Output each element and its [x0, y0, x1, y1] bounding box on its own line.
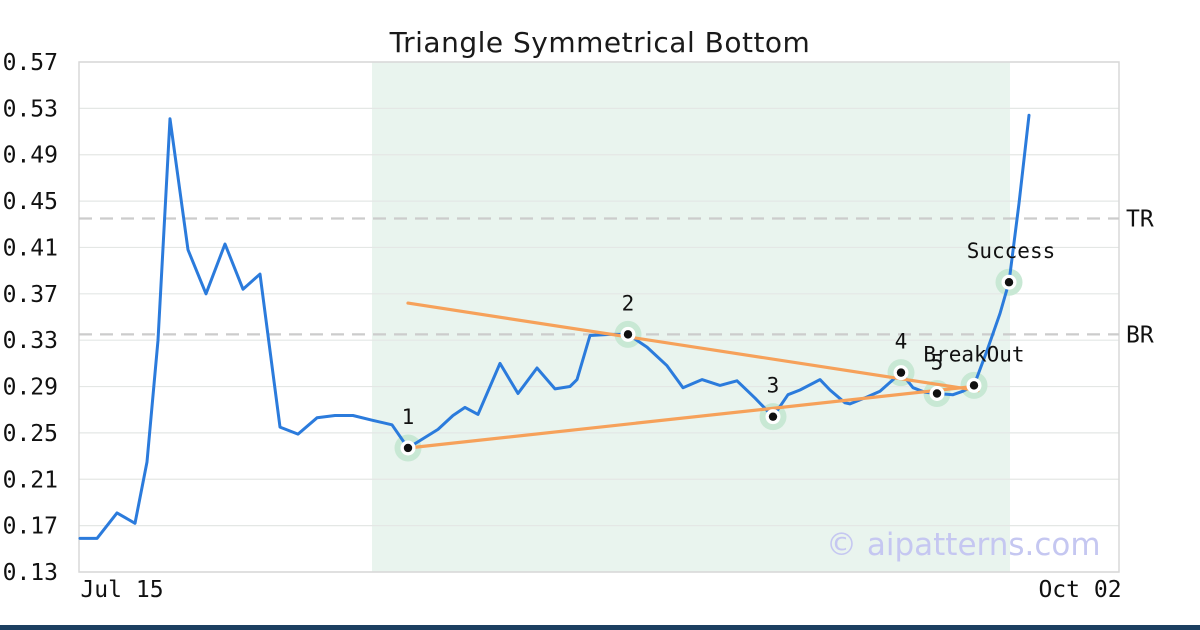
y-tick-label: 0.17: [3, 514, 58, 540]
y-tick-label: 0.41: [3, 235, 58, 261]
y-tick-label: 0.33: [3, 328, 58, 354]
y-tick-label: 0.25: [3, 421, 58, 447]
y-tick-label: 0.13: [3, 560, 58, 586]
y-tick-label: 0.21: [3, 467, 58, 493]
marker-dot: [932, 389, 942, 398]
y-tick-label: 0.29: [3, 375, 58, 401]
trendline-upper-resistance: [406, 301, 980, 393]
marker-label-2: 2: [622, 291, 635, 315]
marker-label-3: 3: [767, 374, 780, 398]
bottom-accent-bar: [0, 625, 1200, 630]
level-label-br: BR: [1126, 322, 1154, 348]
marker-label-success: Success: [967, 239, 1056, 263]
y-tick-label: 0.37: [3, 282, 58, 308]
watermark: © aipatterns.com: [826, 527, 1101, 563]
x-tick-label: Jul 15: [80, 577, 163, 603]
chart-title: Triangle Symmetrical Bottom: [389, 26, 811, 59]
x-tick-label: Oct 02: [1038, 577, 1121, 603]
price-line: [78, 113, 1031, 540]
marker-dot: [896, 368, 906, 377]
marker-dot: [623, 330, 633, 339]
marker-dot: [969, 381, 979, 390]
y-tick-label: 0.45: [3, 189, 58, 215]
plot-border: [78, 61, 1120, 573]
level-label-tr: TR: [1126, 206, 1154, 232]
y-tick-label: 0.53: [3, 96, 58, 122]
marker-dot: [1004, 278, 1014, 287]
marker-dot: [403, 443, 413, 453]
y-tick-label: 0.49: [3, 143, 58, 169]
marker-label-1: 1: [402, 405, 415, 429]
y-tick-label: 0.57: [3, 50, 58, 76]
trendline-lower-support: [406, 384, 980, 450]
marker-label-4: 4: [895, 330, 908, 354]
marker-label-breakout: BreakOut: [923, 342, 1024, 366]
marker-dot: [768, 412, 778, 421]
marker-label-5: 5: [931, 351, 944, 375]
pattern-region: [372, 62, 1010, 572]
